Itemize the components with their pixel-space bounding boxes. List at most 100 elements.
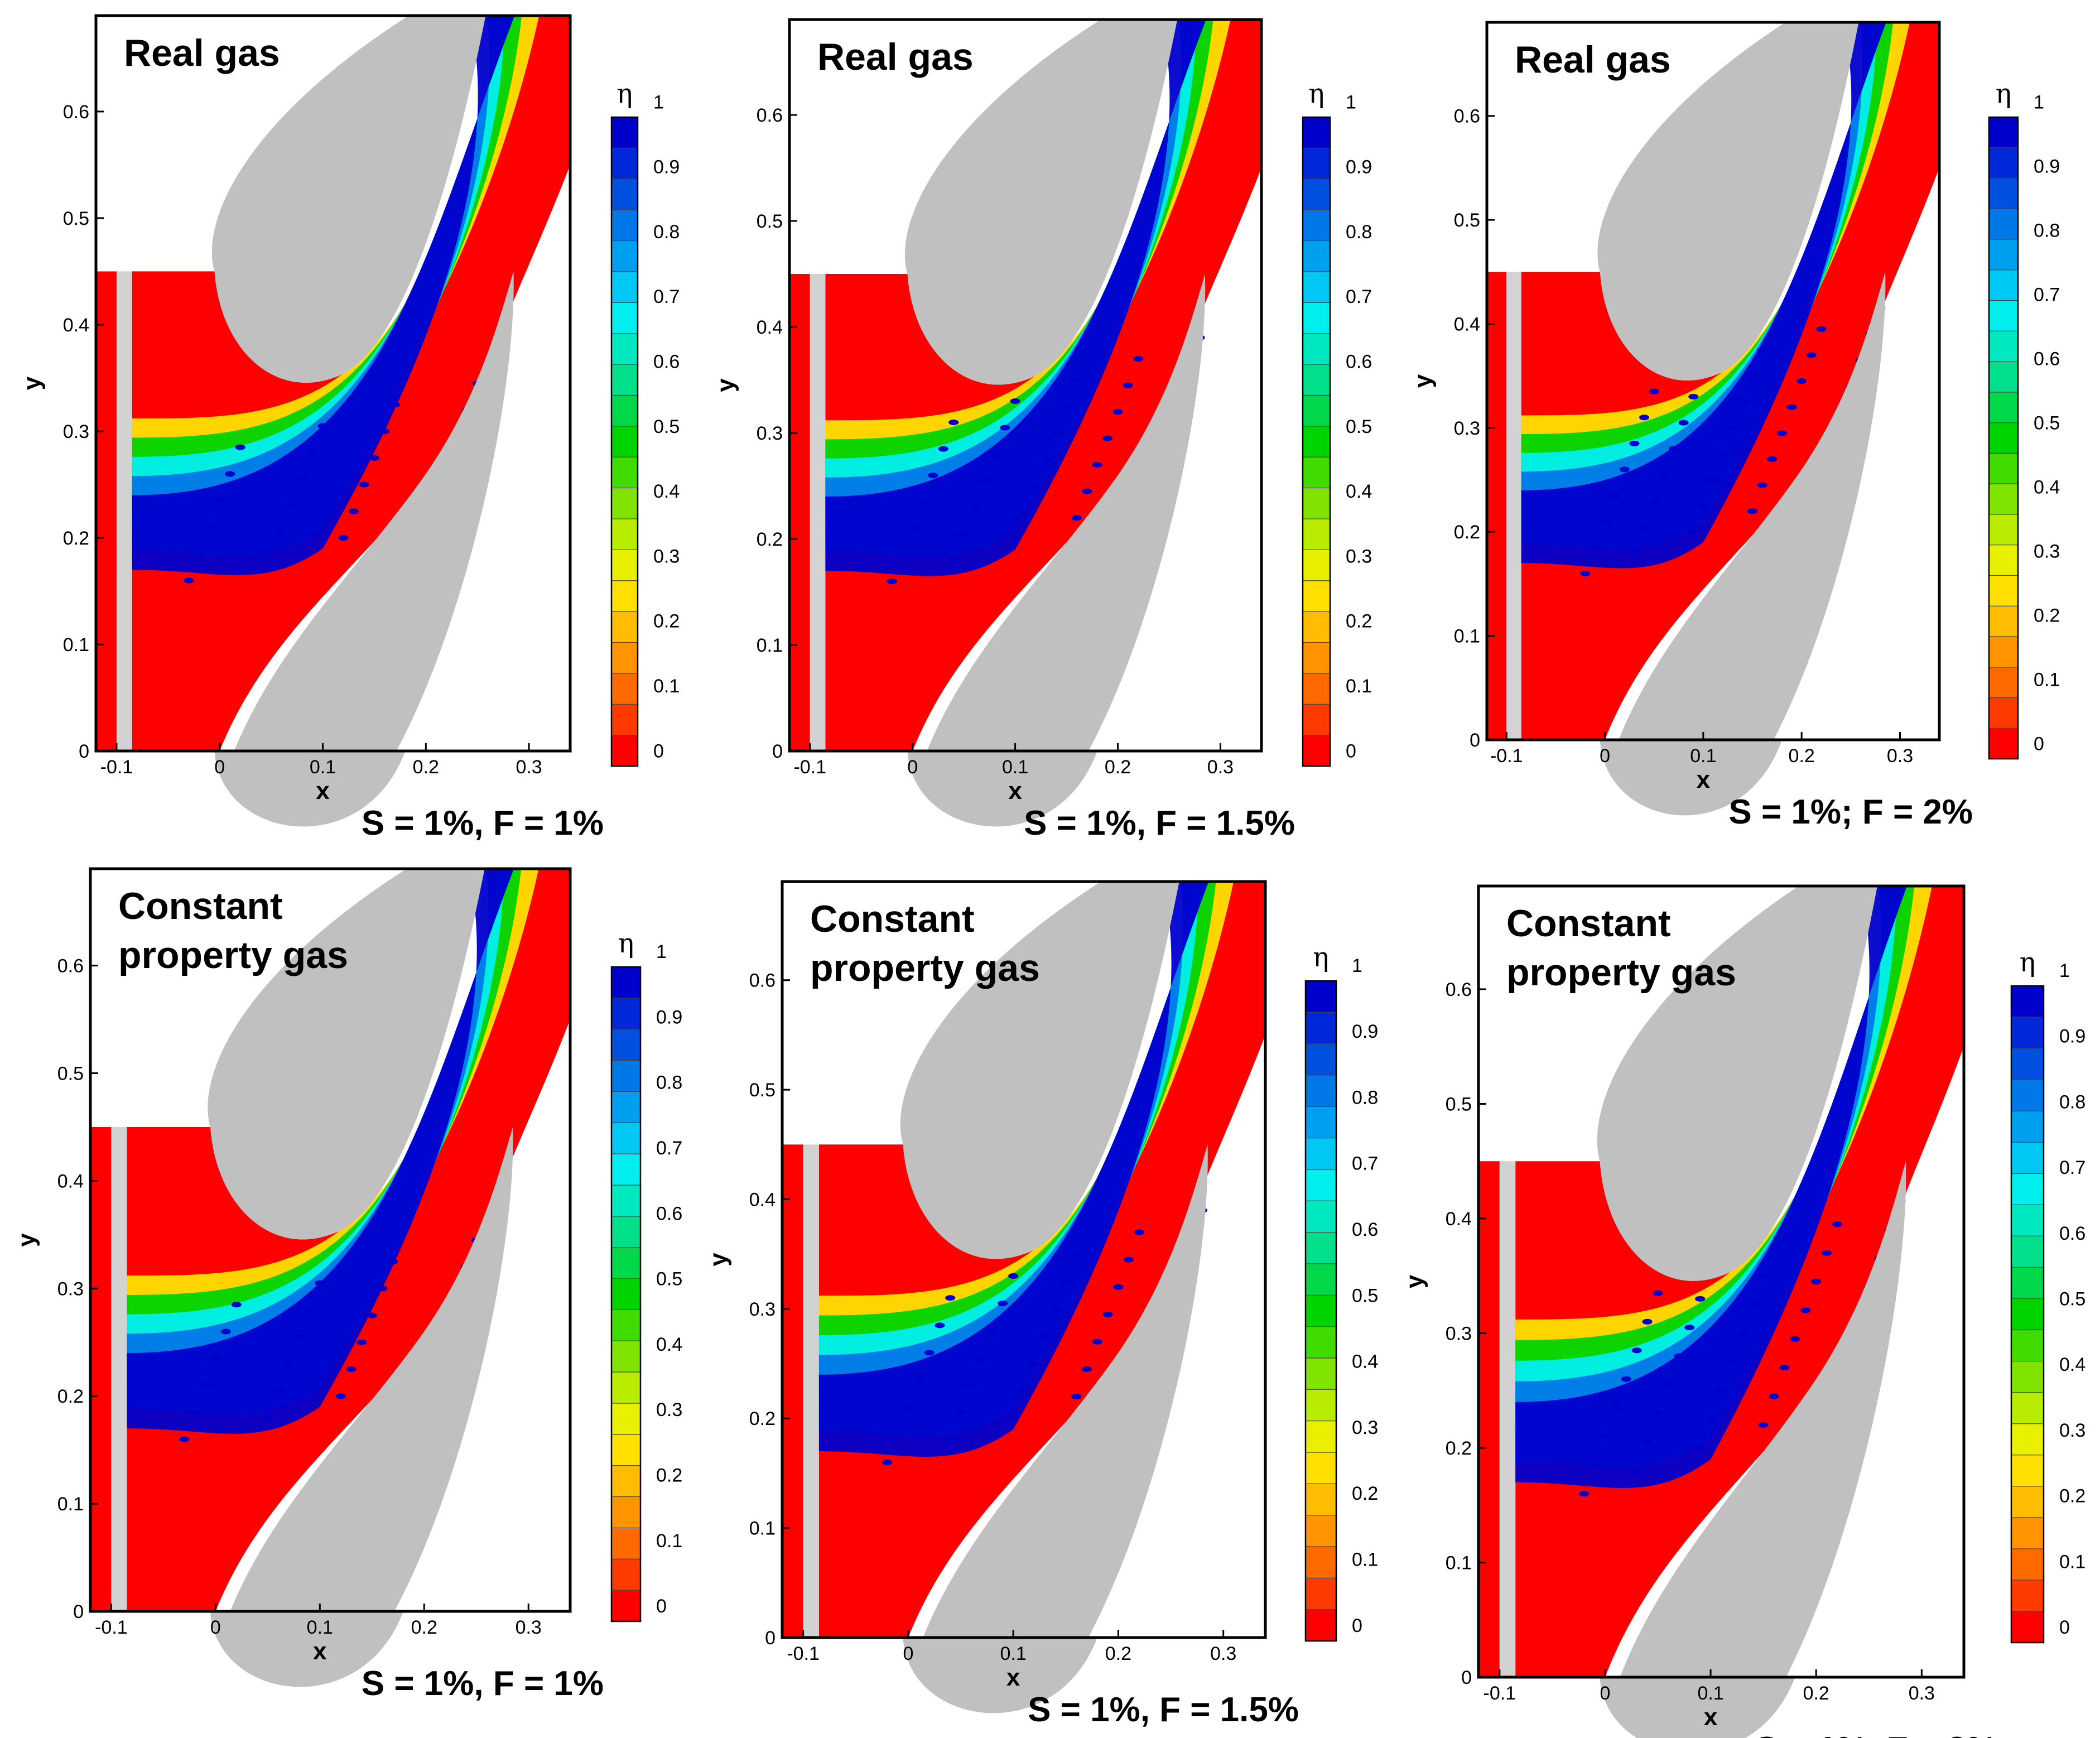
- colorbar-segment: [611, 240, 638, 272]
- injection-hole: [948, 557, 959, 563]
- y-tick-label: 0: [79, 741, 89, 762]
- colorbar-segment: [611, 704, 638, 736]
- injection-hole: [184, 577, 194, 584]
- colorbar-segment: [1306, 1043, 1336, 1076]
- colorbar-segment: [1989, 147, 2018, 179]
- colorbar-segment: [1989, 239, 2018, 271]
- x-axis-label: x: [316, 777, 330, 805]
- colorbar-segment: [611, 1091, 640, 1123]
- injection-hole: [359, 482, 369, 488]
- colorbar-segment: [2011, 1080, 2044, 1111]
- colorbar-tick-label: 0.5: [653, 416, 680, 437]
- injection-hole: [335, 1393, 346, 1399]
- colorbar-tick-label: 0: [2059, 1617, 2070, 1638]
- colorbar-segment: [611, 673, 638, 705]
- colorbar-tick-label: 0: [656, 1596, 667, 1617]
- injection-hole: [882, 1459, 893, 1465]
- injection-hole: [1124, 1256, 1134, 1263]
- plot-area: [90, 869, 570, 1611]
- injection-hole: [987, 1328, 998, 1334]
- injection-hole: [1758, 1273, 1769, 1279]
- colorbar-tick-label: 0: [653, 740, 664, 762]
- colorbar-frame: [610, 966, 642, 1623]
- injection-hole: [1082, 488, 1092, 494]
- x-tick-label: 0: [903, 1643, 913, 1664]
- y-tick-label: 0.5: [749, 1080, 776, 1101]
- colorbar-segment: [611, 488, 638, 519]
- x-tick-label: 0.3: [1887, 745, 1913, 767]
- injection-hole: [214, 498, 225, 504]
- colorbar-title: η: [618, 928, 634, 959]
- colorbar-tick-label: 0.4: [653, 481, 680, 502]
- inlet-region: [90, 1126, 112, 1611]
- injection-hole: [976, 1355, 987, 1361]
- x-tick-label: 0.2: [411, 1617, 437, 1638]
- plot-frame: [788, 18, 1263, 753]
- colorbar-tick-label: 0.9: [656, 1007, 682, 1028]
- injection-hole: [1674, 1353, 1684, 1359]
- y-tick-label: 0.1: [63, 634, 89, 656]
- coolant-band: [127, 869, 514, 1434]
- gas-label: Real gas: [817, 36, 974, 78]
- injection-hole: [1727, 425, 1738, 431]
- injection-hole: [1684, 1325, 1695, 1331]
- injection-hole: [388, 1259, 398, 1265]
- y-tick-label: 0.3: [1446, 1323, 1472, 1344]
- injection-hole: [1695, 1296, 1706, 1302]
- colorbar-tick-label: 0.1: [656, 1530, 682, 1552]
- x-axis-label: x: [313, 1638, 327, 1665]
- injection-hole: [221, 1328, 232, 1335]
- injection-hole: [969, 504, 980, 510]
- colorbar-tick-label: 0.8: [2034, 220, 2060, 242]
- injection-hole: [1747, 508, 1758, 514]
- injection-hole: [948, 420, 959, 425]
- colorbar-tick-label: 0.6: [1346, 352, 1372, 373]
- colorbar-segment: [611, 333, 638, 365]
- injection-hole: [1102, 1311, 1113, 1317]
- injection-hole: [913, 1377, 924, 1383]
- y-tick-label: 0.5: [1454, 210, 1480, 231]
- inlet-region: [789, 274, 810, 751]
- colorbar-segment: [1306, 1515, 1336, 1547]
- plot-frame: [94, 14, 572, 753]
- x-tick-label: 0.1: [307, 1617, 333, 1638]
- blade-tail: [214, 751, 406, 827]
- colorbar-segment: [1303, 179, 1330, 210]
- injection-hole: [1010, 398, 1020, 404]
- colorbar-segment: [1989, 269, 2018, 301]
- case-label: S = 1%, F = 2%: [1755, 1730, 1997, 1738]
- colorbar-segment: [611, 518, 638, 550]
- colorbar-tick-label: 0.1: [1346, 676, 1372, 697]
- x-axis-label: x: [1697, 766, 1711, 793]
- colorbar-segment: [2011, 1455, 2044, 1487]
- gas-label: property gas: [810, 947, 1040, 989]
- injection-hole: [1816, 326, 1827, 332]
- injection-hole: [1092, 1339, 1102, 1345]
- y-tick-label: 0.2: [57, 1386, 84, 1407]
- y-tick-label: 0: [1470, 730, 1480, 751]
- colorbar-segment: [2011, 1580, 2044, 1612]
- colorbar-tick-label: 0.3: [656, 1399, 682, 1421]
- injection-hole: [287, 503, 297, 509]
- inlet-region: [782, 1144, 803, 1638]
- injection-hole: [1786, 404, 1797, 410]
- injection-hole: [1758, 1422, 1769, 1428]
- colorbar-segment: [2011, 1423, 2044, 1456]
- blade-tail: [907, 751, 1097, 827]
- injection-hole: [1102, 435, 1113, 441]
- colorbar-segment: [1989, 514, 2018, 546]
- x-tick-label: 0.3: [1909, 1683, 1935, 1704]
- injection-hole: [945, 1295, 956, 1301]
- injection-hole: [1688, 393, 1699, 399]
- colorbar-segment: [1306, 1201, 1336, 1233]
- injection-hole: [307, 450, 318, 456]
- injection-hole: [897, 552, 908, 558]
- injection-hole: [1133, 356, 1144, 362]
- injection-hole: [266, 556, 277, 562]
- colorbar-segment: [1306, 1012, 1336, 1044]
- colorbar-tick-label: 0.8: [2059, 1091, 2085, 1113]
- colorbar-segment: [2011, 1517, 2044, 1549]
- colorbar-tick-label: 0.7: [1346, 286, 1372, 307]
- injection-hole: [1653, 1290, 1663, 1296]
- coolant-band: [132, 16, 515, 575]
